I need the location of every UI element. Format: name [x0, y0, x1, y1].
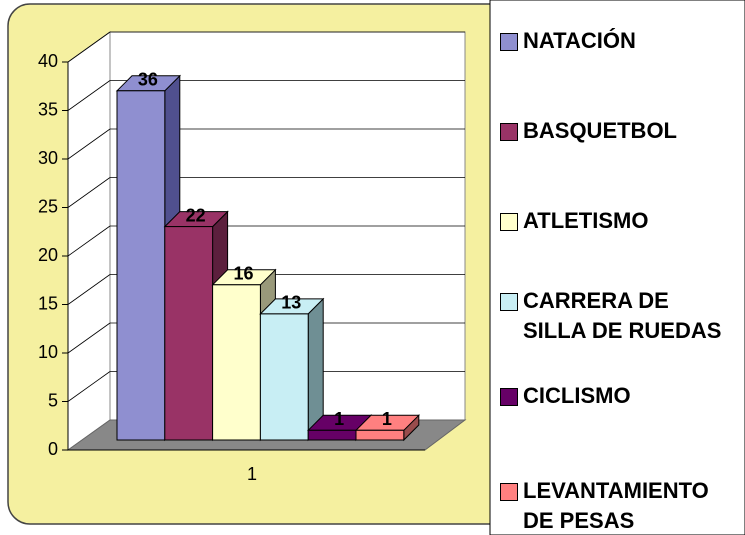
y-tick-label: 0 [48, 439, 58, 459]
legend-label: NATACIÓN [523, 28, 636, 53]
y-tick-label: 30 [38, 148, 58, 168]
y-tick-label: 35 [38, 99, 58, 119]
legend-swatch [500, 483, 518, 501]
legend-item: CICLISMO [500, 383, 735, 411]
legend-item: BASQUETBOL [500, 118, 735, 146]
bar [164, 226, 214, 441]
bar [212, 284, 261, 441]
bar [355, 429, 405, 441]
grid-line [67, 322, 111, 354]
grid-line [67, 80, 111, 111]
legend-label: CICLISMO [523, 383, 631, 408]
legend-swatch [500, 213, 518, 231]
legend-item: CARRERA DE SILLA DE RUEDAS [500, 288, 735, 346]
grid-line [67, 177, 111, 208]
x-tick-label: 1 [247, 464, 257, 484]
grid-line [67, 128, 111, 160]
legend-item: NATACIÓN [500, 28, 735, 56]
grid-line [67, 31, 111, 63]
grid-line [67, 371, 111, 402]
legend-box [489, 0, 745, 535]
data-label: 16 [233, 264, 253, 284]
legend-item: ATLETISMO [500, 208, 735, 236]
legend-label: LEVANTAMIENTO DE PESAS [523, 478, 709, 533]
data-label: 13 [281, 293, 301, 313]
y-tick-label: 15 [38, 293, 58, 313]
grid-line [67, 274, 111, 305]
y-tick-label: 40 [38, 51, 58, 71]
grid-line [67, 225, 111, 257]
legend-label: BASQUETBOL [523, 118, 677, 143]
y-tick-label: 10 [38, 342, 58, 362]
data-label: 22 [186, 205, 206, 225]
legend-label: ATLETISMO [523, 208, 649, 233]
legend-label: CARRERA DE SILLA DE RUEDAS [523, 288, 722, 343]
legend-swatch [500, 293, 518, 311]
y-tick-label: 20 [38, 245, 58, 265]
y-tick-label: 25 [38, 196, 58, 216]
legend-swatch [500, 123, 518, 141]
legend-item: LEVANTAMIENTO DE PESAS [500, 478, 735, 535]
legend-swatch [500, 388, 518, 406]
data-label: 36 [138, 70, 158, 90]
y-tick-label: 5 [48, 390, 58, 410]
bar [116, 90, 166, 441]
data-label: 1 [382, 409, 392, 429]
bar [259, 313, 309, 441]
legend-swatch [500, 33, 518, 51]
bar [307, 429, 357, 441]
data-label: 1 [334, 409, 344, 429]
